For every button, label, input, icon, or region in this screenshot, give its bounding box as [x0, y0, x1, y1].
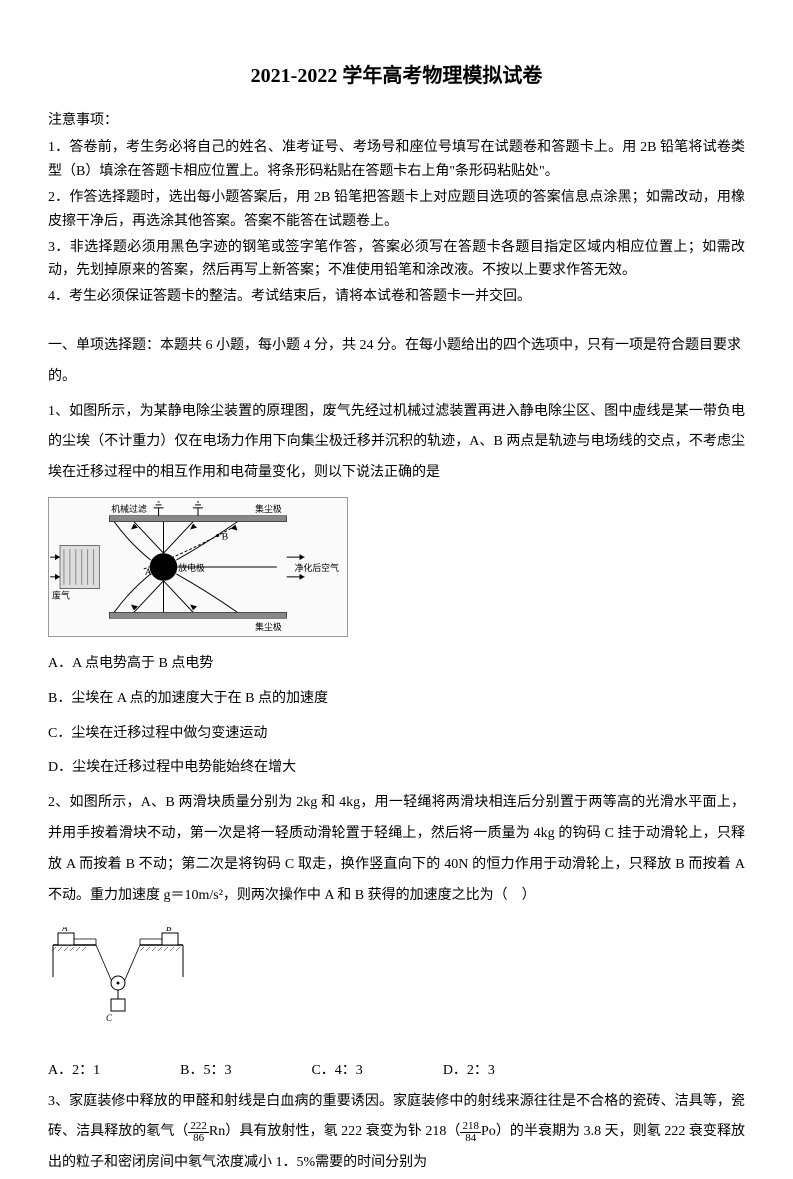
diagram1-label-top-plate: 集尘极 [255, 503, 282, 514]
question-1-text: 1、如图所示，为某静电除尘装置的原理图，废气先经过机械过滤装置再进入静电除尘区、… [48, 397, 745, 489]
notice-header: 注意事项： [48, 110, 745, 132]
q1-option-A: A．A 点电势高于 B 点电势 [48, 649, 745, 680]
q2-option-A: A．2：1 [48, 1056, 100, 1087]
question-2-diagram: A B C [48, 919, 745, 1043]
diagram1-label-B: B [222, 531, 229, 542]
diagram2-label-A: A [61, 927, 68, 933]
q2-option-C: C．4：3 [311, 1056, 362, 1087]
q1-option-D: D．尘埃在迁移过程中电势能始终在增大 [48, 753, 745, 784]
question-1-diagram: A B 机械过滤 集尘极 集尘极 废气 [48, 497, 745, 637]
po-isotope: 21884 [460, 1121, 481, 1144]
notice-item-2: 2．作答选择题时，选出每小题答案后，用 2B 铅笔把答题卡上对应题目选项的答案信… [48, 186, 745, 234]
diagram2-label-C: C [106, 1013, 113, 1023]
diagram1-label-discharge: 放电极 [178, 562, 205, 573]
q1-option-B: B．尘埃在 A 点的加速度大于在 B 点的加速度 [48, 684, 745, 715]
q1-option-C: C．尘埃在迁移过程中做匀变速运动 [48, 719, 745, 750]
q3-text-p2: ）具有放射性，氡 222 衰变为钋 218（ [225, 1124, 460, 1139]
notice-item-1: 1．答卷前，考生务必将自己的姓名、准考证号、考场号和座位号填写在试题卷和答题卡上… [48, 136, 745, 184]
q2-option-B: B．5：3 [180, 1056, 231, 1087]
q2-option-D: D．2：3 [443, 1056, 495, 1087]
diagram1-label-bottom-plate: 集尘极 [255, 621, 282, 632]
diagram1-label-clean: 净化后空气 [295, 562, 339, 573]
diagram2-label-B: B [166, 927, 172, 933]
page-title: 2021-2022 学年高考物理模拟试卷 [48, 60, 745, 92]
q2-options-row: A．2：1 B．5：3 C．4：3 D．2：3 [48, 1056, 745, 1087]
diagram1-label-filter: 机械过滤 [111, 503, 147, 514]
section1-intro: 一、单项选择题：本题共 6 小题，每小题 4 分，共 24 分。在每小题给出的四… [48, 331, 745, 393]
diagram1-label-A: A [145, 567, 153, 578]
question-2-text: 2、如图所示，A、B 两滑块质量分别为 2kg 和 4kg，用一轻绳将两滑块相连… [48, 788, 745, 911]
diagram1-label-exhaust: 废气 [52, 589, 70, 600]
rn-isotope: 22286 [188, 1121, 209, 1144]
po-symbol: Po [481, 1124, 496, 1139]
notice-item-3: 3．非选择题必须用黑色字迹的钢笔或签字笔作答，答案必须写在答题卡各题目指定区域内… [48, 236, 745, 284]
rn-symbol: Rn [209, 1124, 225, 1139]
notice-item-4: 4．考生必须保证答题卡的整洁。考试结束后，请将本试卷和答题卡一并交回。 [48, 285, 745, 309]
question-3-text: 3、家庭装修中释放的甲醛和射线是白血病的重要诱因。家庭装修中的射线来源往往是不合… [48, 1087, 745, 1179]
